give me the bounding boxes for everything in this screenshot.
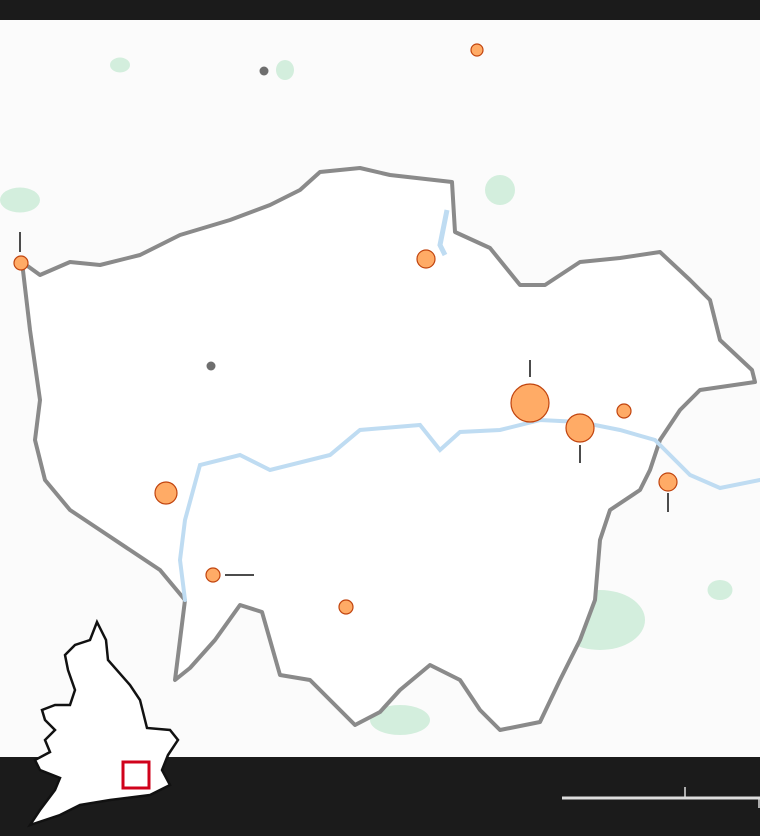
locator-inset [26, 618, 180, 828]
scale-bar [562, 787, 760, 808]
river-thames [177, 417, 760, 602]
park [276, 60, 294, 80]
circle-marker[interactable] [154, 481, 178, 505]
gray-point-marker[interactable] [206, 361, 216, 371]
circle-marker[interactable] [416, 249, 436, 269]
circle-marker[interactable] [205, 567, 221, 583]
inset-location-box [121, 760, 151, 790]
circle-marker[interactable] [470, 43, 484, 57]
circle-marker[interactable] [338, 599, 354, 615]
circle-marker[interactable] [510, 383, 550, 423]
circle-marker[interactable] [658, 472, 678, 492]
park [0, 187, 40, 213]
circle-marker[interactable] [13, 255, 29, 271]
london-boundary [20, 166, 757, 732]
circle-marker[interactable] [616, 403, 632, 419]
circle-marker[interactable] [565, 413, 595, 443]
markers-layer [13, 43, 678, 615]
river-lea [437, 209, 450, 257]
park [370, 705, 430, 735]
park [485, 175, 515, 205]
park [707, 580, 733, 600]
park [110, 57, 130, 73]
england-wales-locator-icon [26, 618, 180, 828]
gray-point-marker[interactable] [259, 66, 269, 76]
